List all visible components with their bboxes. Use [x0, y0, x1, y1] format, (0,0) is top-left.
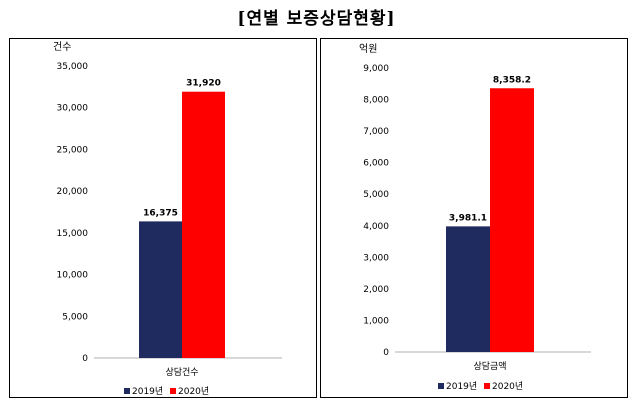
- y-tick-label: 15,000: [57, 229, 89, 239]
- legend-swatch: [438, 383, 444, 389]
- chart-panel-amount: 억원 0 1,000 2,000 3,000 4,000 5,000 6,000 7,000 8,…: [320, 38, 628, 398]
- y-tick-label: 30,000: [57, 104, 89, 114]
- y-tick-label: 8,000: [363, 96, 389, 106]
- chart-amount: 억원 0 1,000 2,000 3,000 4,000 5,000 6,000 7,000 8,…: [359, 43, 591, 392]
- legend-swatch: [170, 388, 176, 394]
- x-category-label: 상담건수: [165, 366, 198, 378]
- y-axis-unit-label: 건수: [53, 41, 71, 53]
- chart-panel-count: 건수 0 5,000 10,000 15,000 20,000 25,000 30,000 35…: [9, 38, 317, 398]
- y-tick-label: 3,000: [363, 253, 389, 263]
- y-tick-label: 25,000: [57, 145, 89, 155]
- bar-2020년: [182, 91, 225, 359]
- data-label: 8,358.2: [493, 75, 531, 85]
- data-label: 31,920: [186, 79, 221, 89]
- y-tick-label: 0: [82, 354, 88, 364]
- bar-2019년: [139, 221, 182, 358]
- legend-swatch: [124, 388, 130, 394]
- legend-label: 2020년: [178, 386, 209, 397]
- y-tick-label: 7,000: [363, 127, 389, 137]
- x-category-label: 상담금액: [473, 360, 506, 372]
- y-tick-label: 5,000: [363, 190, 389, 200]
- y-tick-label: 6,000: [363, 159, 389, 169]
- legend-label: 2019년: [446, 381, 477, 392]
- y-tick-label: 1,000: [363, 316, 389, 326]
- y-axis-unit-label: 억원: [359, 43, 377, 55]
- bar-2019년: [446, 226, 490, 352]
- legend-swatch: [484, 383, 490, 389]
- y-tick-label: 9,000: [363, 64, 389, 74]
- y-tick-label: 4,000: [363, 222, 389, 232]
- page-title: [연별 보증상담현황]: [237, 9, 396, 29]
- y-tick-label: 2,000: [363, 285, 389, 295]
- y-tick-label: 0: [383, 348, 389, 358]
- y-tick-label: 10,000: [57, 271, 89, 281]
- chart-count: 건수 0 5,000 10,000 15,000 20,000 25,000 30,000 35…: [53, 41, 282, 397]
- legend-label: 2019년: [132, 386, 163, 397]
- y-tick-label: 35,000: [57, 62, 89, 72]
- data-label: 16,375: [143, 208, 178, 218]
- data-label: 3,981.1: [449, 213, 487, 223]
- legend-label: 2020년: [492, 381, 523, 392]
- y-tick-label: 5,000: [62, 312, 88, 322]
- y-tick-label: 20,000: [57, 187, 89, 197]
- bar-2020년: [490, 88, 534, 352]
